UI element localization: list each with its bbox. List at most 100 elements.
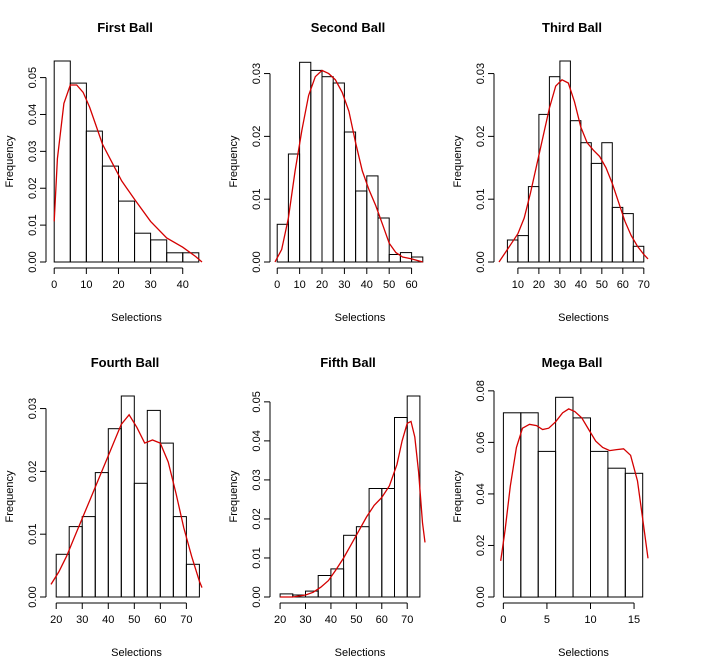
histogram-bar xyxy=(150,239,168,263)
x-tick-label: 30 xyxy=(76,614,88,626)
y-tick-label: 0.04 xyxy=(27,104,39,125)
x-axis-label: Selections xyxy=(558,647,609,659)
x-tick-label: 20 xyxy=(112,279,124,291)
histogram-bar xyxy=(517,235,529,263)
y-tick-label: 0.00 xyxy=(251,251,263,272)
panel-title: First Ball xyxy=(97,20,153,35)
y-tick-label: 0.00 xyxy=(251,586,263,607)
x-tick-label: 40 xyxy=(361,279,373,291)
histogram-bar xyxy=(601,142,613,263)
histogram-bar xyxy=(590,450,609,598)
histogram-bar xyxy=(538,113,550,263)
histogram-bar xyxy=(559,60,571,263)
y-axis-label: Frequency xyxy=(452,135,464,187)
density-curve xyxy=(498,79,649,263)
x-tick-label: 40 xyxy=(325,614,337,626)
histogram-bar xyxy=(101,165,120,263)
histogram-bar xyxy=(537,450,557,598)
histogram-bar xyxy=(146,409,161,598)
histogram-bar xyxy=(355,526,370,598)
histogram-bar xyxy=(69,82,87,263)
histogram-bar xyxy=(381,488,395,598)
y-tick-label: 0.02 xyxy=(251,508,263,529)
x-axis-label: Selections xyxy=(111,312,162,324)
x-tick-label: 0 xyxy=(51,279,57,291)
x-tick-label: 50 xyxy=(350,614,362,626)
x-tick-label: 20 xyxy=(274,614,286,626)
panel-title: Second Ball xyxy=(311,20,385,35)
histogram-bar xyxy=(590,162,603,263)
x-tick-label: 50 xyxy=(128,614,140,626)
histogram-bar xyxy=(406,395,421,598)
x-tick-label: 30 xyxy=(144,279,156,291)
x-tick-label: 0 xyxy=(274,279,280,291)
x-tick-label: 10 xyxy=(584,614,596,626)
x-tick-label: 70 xyxy=(180,614,192,626)
y-tick-label: 0.01 xyxy=(251,547,263,568)
y-tick-label: 0.03 xyxy=(27,398,39,419)
histogram-bar xyxy=(520,412,539,598)
x-tick-label: 10 xyxy=(294,279,306,291)
y-tick-label: 0.02 xyxy=(475,126,487,147)
x-axis-label: Selections xyxy=(335,647,386,659)
y-tick-label: 0.00 xyxy=(27,251,39,272)
x-tick-label: 40 xyxy=(102,614,114,626)
x-tick-label: 40 xyxy=(575,279,587,291)
x-tick-label: 10 xyxy=(512,279,524,291)
histogram-bar xyxy=(55,553,70,598)
density-curve xyxy=(500,408,649,561)
histogram-bar xyxy=(332,82,345,263)
histogram-bar xyxy=(330,568,345,598)
x-tick-label: 0 xyxy=(500,614,506,626)
x-tick-label: 40 xyxy=(177,279,189,291)
histogram-bar xyxy=(388,254,401,263)
y-tick-label: 0.02 xyxy=(27,178,39,199)
y-tick-label: 0.01 xyxy=(475,188,487,209)
y-tick-label: 0.01 xyxy=(251,188,263,209)
y-axis-label: Frequency xyxy=(228,135,240,187)
histogram-bar xyxy=(607,467,626,598)
histogram-bar xyxy=(321,76,334,263)
density-curve xyxy=(274,69,423,263)
x-tick-label: 30 xyxy=(299,614,311,626)
histogram-bar xyxy=(622,213,634,263)
panel-mega-ball: Mega Ball 0 5 10 15 0.00 0.02 0.04 0.06 0.08 Selec… xyxy=(452,355,649,659)
histogram-bar xyxy=(68,526,83,598)
histogram-bar xyxy=(81,516,96,598)
x-tick-label: 10 xyxy=(80,279,92,291)
x-tick-label: 70 xyxy=(401,614,413,626)
histogram-bar xyxy=(343,534,357,598)
histogram-bar xyxy=(569,120,582,263)
y-tick-label: 0.00 xyxy=(475,586,487,607)
y-tick-label: 0.00 xyxy=(475,251,487,272)
histogram-bar xyxy=(159,442,174,598)
x-tick-label: 60 xyxy=(617,279,629,291)
y-tick-label: 0.03 xyxy=(27,141,39,162)
panel-title: Third Ball xyxy=(542,20,602,35)
histogram-bar xyxy=(355,190,368,263)
density-curve xyxy=(50,413,203,588)
x-tick-label: 20 xyxy=(533,279,545,291)
histogram-bar xyxy=(611,206,624,263)
histogram-bar xyxy=(133,482,148,598)
histogram-bar xyxy=(107,428,122,598)
y-axis-label: Frequency xyxy=(228,470,240,522)
y-axis-label: Frequency xyxy=(4,470,16,522)
panel-title: Fifth Ball xyxy=(320,355,376,370)
y-tick-label: 0.03 xyxy=(251,469,263,490)
histogram-bar xyxy=(555,396,574,598)
x-tick-label: 20 xyxy=(50,614,62,626)
x-tick-label: 15 xyxy=(628,614,640,626)
x-tick-label: 60 xyxy=(376,614,388,626)
histogram-bar xyxy=(172,516,187,598)
panel-third-ball: Third Ball 10 20 30 40 50 60 70 0.00 0.01 0.02 0.03… xyxy=(452,20,650,324)
y-tick-label: 0.01 xyxy=(27,214,39,235)
density-curve xyxy=(280,420,426,598)
panel-first-ball: First Ball 0 10 20 30 40 0.00 0.01 0.02 0.03 0.04 0… xyxy=(4,20,203,324)
histogram-bar xyxy=(134,232,152,263)
histogram-bar xyxy=(185,563,200,598)
x-tick-label: 60 xyxy=(405,279,417,291)
y-tick-label: 0.05 xyxy=(27,67,39,88)
y-tick-label: 0.01 xyxy=(27,523,39,544)
x-axis-label: Selections xyxy=(558,312,609,324)
